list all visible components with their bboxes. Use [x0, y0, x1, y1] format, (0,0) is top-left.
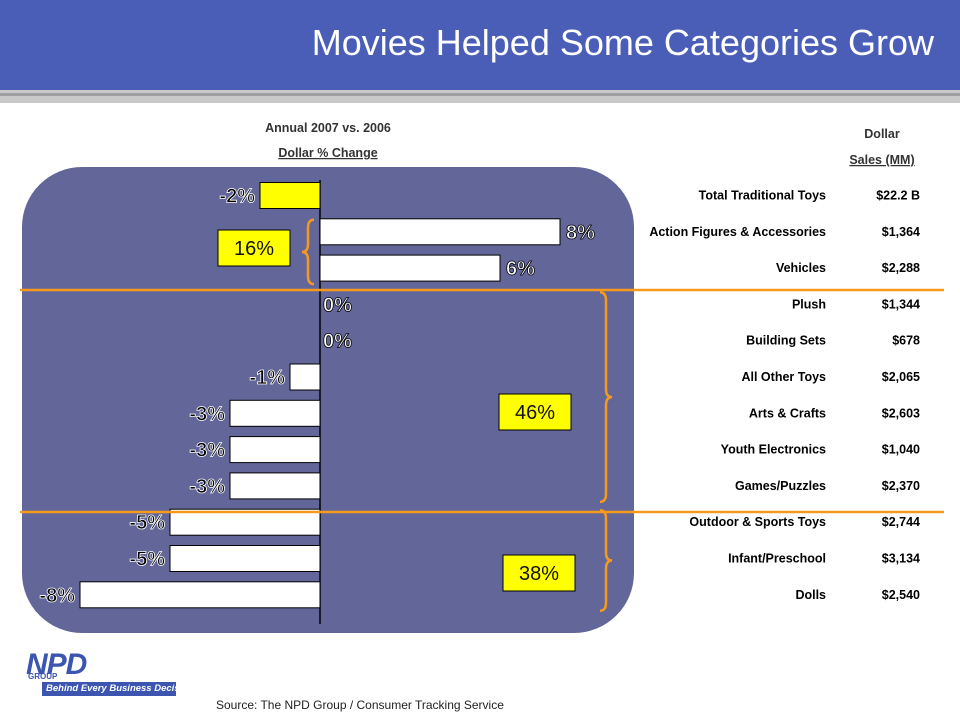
category-label: Dolls	[795, 588, 826, 602]
value-label: 0%	[323, 331, 352, 353]
group-brace	[599, 508, 613, 613]
bar	[169, 508, 321, 536]
share-label: 38%	[519, 563, 559, 585]
bar	[319, 254, 501, 282]
category-label: Action Figures & Accessories	[649, 225, 826, 239]
value-label: -1%	[249, 367, 285, 389]
value-label: 0%	[323, 294, 352, 316]
group-brace	[301, 218, 315, 286]
share-label: 46%	[515, 402, 555, 424]
share-label: 16%	[234, 238, 274, 260]
sales-value: $22.2 B	[876, 189, 920, 203]
category-label: Building Sets	[746, 334, 826, 348]
category-label: Infant/Preschool	[728, 552, 826, 566]
sales-value: $3,134	[882, 552, 920, 566]
logo-tagline-bar	[42, 682, 176, 696]
sales-value: $1,344	[882, 297, 920, 311]
sales-header-line1: Dollar	[864, 127, 900, 141]
value-label: 6%	[506, 258, 535, 280]
header-rule-line	[0, 93, 960, 96]
source-note: Source: The NPD Group / Consumer Trackin…	[216, 698, 504, 712]
value-label: -5%	[129, 512, 165, 534]
sales-value: $2,744	[882, 515, 920, 529]
bar	[229, 399, 321, 427]
category-label: Youth Electronics	[721, 443, 826, 457]
category-label: Games/Puzzles	[735, 479, 826, 493]
sales-value: $1,364	[882, 225, 920, 239]
value-label: -3%	[189, 403, 225, 425]
bar	[169, 545, 321, 572]
value-label: -3%	[189, 440, 225, 462]
category-label: Total Traditional Toys	[699, 189, 826, 203]
bar	[289, 363, 321, 391]
bar	[229, 436, 321, 464]
sales-value: $678	[892, 334, 920, 348]
value-label: -2%	[219, 186, 255, 208]
value-label: 8%	[566, 222, 595, 244]
sales-value: $2,288	[882, 261, 920, 275]
sales-value: $2,540	[882, 588, 920, 602]
category-label: Outdoor & Sports Toys	[689, 515, 826, 529]
npd-logo: NPD	[26, 648, 87, 681]
chart-title: Annual 2007 vs. 2006	[265, 121, 391, 135]
share-box	[498, 393, 572, 431]
title-bar: Movies Helped Some Categories Grow	[0, 0, 960, 90]
logo-tagline: Behind Every Business Decision	[46, 683, 194, 694]
category-label: Arts & Crafts	[749, 406, 826, 420]
value-label: -5%	[129, 549, 165, 571]
sales-header-line2: Sales (MM)	[849, 153, 914, 167]
page-title: Movies Helped Some Categories Grow	[311, 22, 934, 63]
category-label: All Other Toys	[741, 370, 826, 384]
bar	[79, 581, 321, 609]
bar	[259, 182, 321, 209]
group-brace	[599, 291, 613, 504]
value-label: -8%	[39, 585, 75, 607]
category-label: Plush	[792, 297, 826, 311]
bar	[319, 218, 561, 246]
npd-logo-group: GROUP	[28, 672, 58, 681]
share-box	[502, 554, 576, 592]
bar	[229, 472, 321, 500]
value-label: -3%	[189, 476, 225, 498]
share-box	[217, 229, 291, 267]
sales-value: $2,603	[882, 406, 920, 420]
sales-value: $1,040	[882, 443, 920, 457]
sales-value: $2,065	[882, 370, 920, 384]
category-label: Vehicles	[776, 261, 826, 275]
chart-subtitle: Dollar % Change	[278, 146, 377, 160]
sales-value: $2,370	[882, 479, 920, 493]
